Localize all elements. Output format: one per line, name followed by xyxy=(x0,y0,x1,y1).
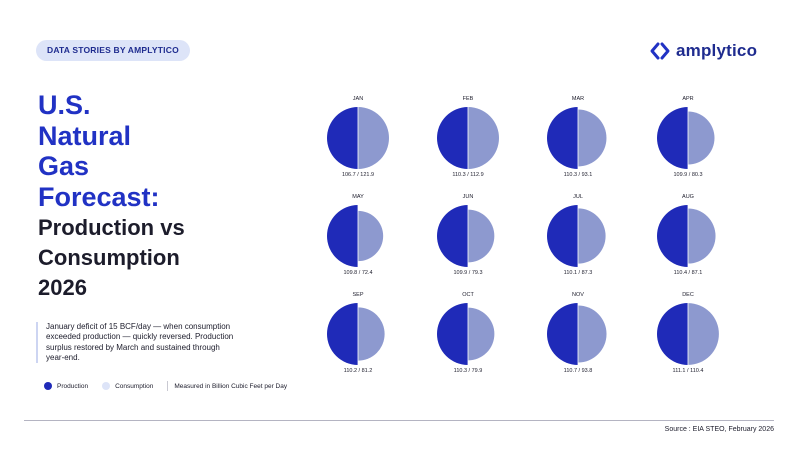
value-label: 106.7 / 121.9 xyxy=(341,172,375,178)
page-title: Production vs Consumption 2026 xyxy=(38,213,248,303)
brand-logo[interactable]: amplytico xyxy=(650,38,757,64)
production-slice xyxy=(437,205,468,267)
production-slice xyxy=(547,205,578,267)
amplytico-logo-icon xyxy=(650,42,670,60)
legend-label-production: Production xyxy=(57,382,89,390)
consumption-slice xyxy=(358,107,389,169)
monthly-pie-grid: JAN 106.7 / 121.9 FEB 110.3 / 112.9 MAR 110.3… xyxy=(318,95,738,375)
production-slice xyxy=(657,107,688,169)
pie-cell-dec: DEC 111.1 / 110.4 xyxy=(648,291,728,381)
legend: Production Consumption Measured in Billi… xyxy=(44,380,287,392)
data-stories-badge: DATA STORIES BY AMPLYTICO xyxy=(36,40,190,61)
pie-cell-aug: AUG 110.4 / 87.1 xyxy=(648,193,728,283)
footer-divider xyxy=(24,420,774,421)
title-line: Natural xyxy=(38,120,132,151)
production-slice xyxy=(327,205,358,267)
production-slice xyxy=(657,303,688,365)
pie-chart xyxy=(657,303,719,365)
pie-cell-mar: MAR 110.3 / 93.1 xyxy=(538,95,618,185)
page-title-highlight: U.S. Natural Gas Forecast: xyxy=(38,90,228,212)
consumption-slice xyxy=(578,305,607,363)
value-label: 110.3 / 93.1 xyxy=(563,172,593,178)
pie-chart xyxy=(437,107,499,169)
title-line: 2026 xyxy=(38,275,87,300)
pie-cell-nov: NOV 110.7 / 93.8 xyxy=(538,291,618,381)
value-label: 110.3 / 112.9 xyxy=(452,172,484,178)
month-label: AUG xyxy=(682,194,694,200)
month-label: FEB xyxy=(462,96,474,102)
consumption-slice xyxy=(688,111,715,165)
production-slice xyxy=(327,107,358,169)
pie-cell-oct: OCT 110.3 / 79.9 xyxy=(428,291,508,381)
month-label: MAR xyxy=(571,96,585,102)
month-label: NOV xyxy=(572,292,584,298)
title-line: Gas xyxy=(38,151,90,181)
value-label: 110.7 / 93.8 xyxy=(563,368,593,374)
consumption-slice xyxy=(468,307,495,361)
consumption-slice xyxy=(468,209,495,263)
month-label: JUN xyxy=(462,194,474,200)
value-label: 110.1 / 87.3 xyxy=(563,270,593,276)
pie-chart xyxy=(327,107,389,169)
consumption-swatch xyxy=(102,382,111,390)
month-label: SEP xyxy=(352,292,364,298)
value-label: 109.8 / 72.4 xyxy=(343,270,373,276)
month-label: MAY xyxy=(352,194,364,200)
pie-chart xyxy=(327,303,385,365)
pie-cell-sep: SEP 110.2 / 81.2 xyxy=(318,291,398,381)
summary-text: January deficit of 15 BCF/day — when con… xyxy=(36,322,236,364)
legend-item-production: Production xyxy=(44,382,88,390)
pie-chart xyxy=(327,205,384,267)
pie-cell-jul: JUL 110.1 / 87.3 xyxy=(538,193,618,283)
pie-chart xyxy=(657,205,716,267)
consumption-slice xyxy=(358,210,384,262)
month-label: OCT xyxy=(462,292,474,298)
consumption-slice xyxy=(688,208,716,264)
production-slice xyxy=(547,303,578,365)
month-label: APR xyxy=(682,96,694,102)
value-label: 109.9 / 79.3 xyxy=(453,270,483,276)
logo-text: amplytico xyxy=(676,41,758,60)
legend-item-consumption: Consumption xyxy=(102,382,153,390)
pie-chart xyxy=(547,303,607,365)
title-line: Consumption xyxy=(38,245,180,270)
title-line: U.S. xyxy=(38,90,91,120)
value-label: 111.1 / 110.4 xyxy=(672,368,704,374)
production-slice xyxy=(437,303,468,365)
title-line: Forecast: xyxy=(38,181,160,212)
legend-label-consumption: Consumption xyxy=(115,382,154,390)
pie-cell-apr: APR 109.9 / 80.3 xyxy=(648,95,728,185)
production-slice xyxy=(657,205,688,267)
consumption-slice xyxy=(358,307,385,361)
unit-note: Measured in Billion Cubic Feet per Day xyxy=(174,382,288,390)
pie-chart xyxy=(547,107,607,169)
title-line: Production vs xyxy=(38,215,185,240)
consumption-slice xyxy=(688,303,719,365)
pie-cell-jan: JAN 106.7 / 121.9 xyxy=(318,95,398,185)
production-slice xyxy=(327,303,358,365)
value-label: 110.2 / 81.2 xyxy=(343,368,373,374)
month-label: JUL xyxy=(573,194,583,200)
consumption-slice xyxy=(578,208,606,264)
production-slice xyxy=(547,107,578,169)
pie-cell-feb: FEB 110.3 / 112.9 xyxy=(428,95,508,185)
pie-chart xyxy=(657,107,715,169)
value-label: 110.3 / 79.9 xyxy=(453,368,483,374)
production-swatch xyxy=(44,382,52,390)
value-label: 109.9 / 80.3 xyxy=(673,172,703,178)
consumption-slice xyxy=(578,109,607,167)
value-label: 110.4 / 87.1 xyxy=(673,270,703,276)
pie-cell-may: MAY 109.8 / 72.4 xyxy=(318,193,398,283)
production-slice xyxy=(437,107,468,169)
source-note: Source : EIA STEO, February 2026 xyxy=(664,426,774,433)
pie-chart xyxy=(547,205,606,267)
pie-cell-jun: JUN 109.9 / 79.3 xyxy=(428,193,508,283)
month-label: DEC xyxy=(682,292,694,298)
legend-divider xyxy=(167,381,169,391)
month-label: JAN xyxy=(352,96,364,102)
pie-chart xyxy=(437,303,495,365)
consumption-slice xyxy=(468,107,499,169)
pie-chart xyxy=(437,205,495,267)
